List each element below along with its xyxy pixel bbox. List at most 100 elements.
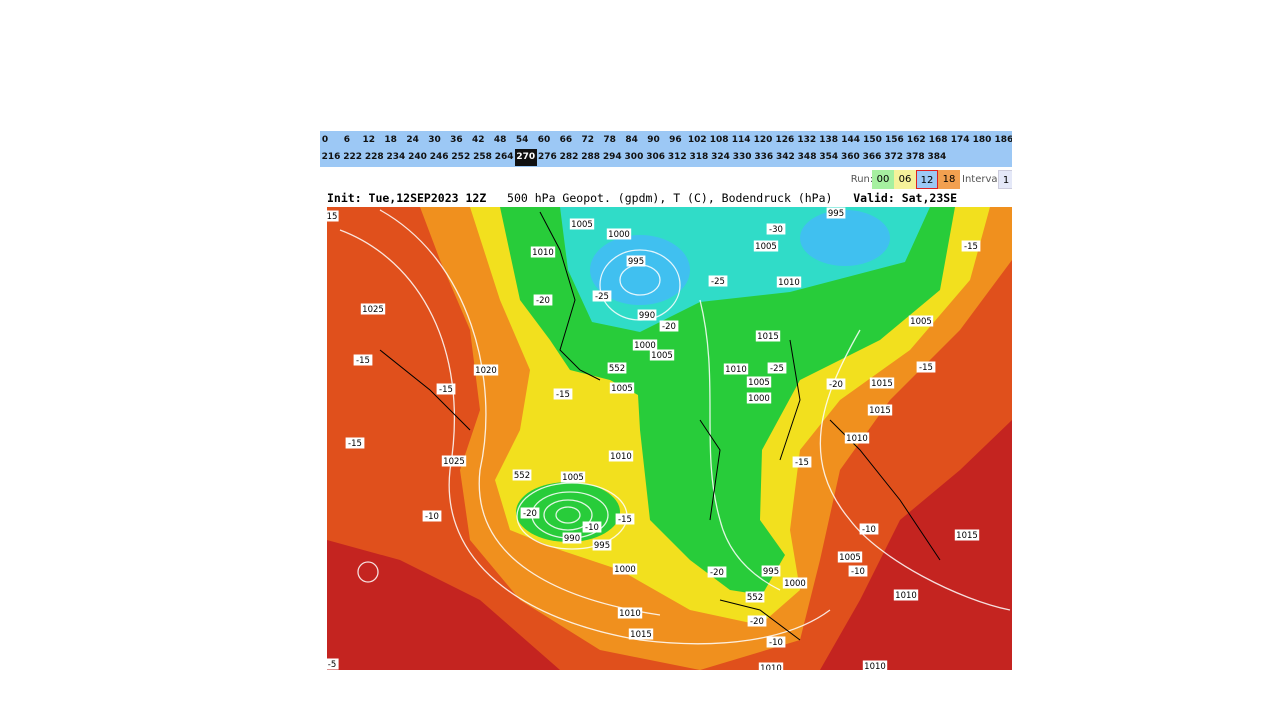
hour-link[interactable]: 384 <box>927 152 947 162</box>
label-box <box>533 294 553 306</box>
hour-link[interactable]: 120 <box>753 135 773 145</box>
hour-link[interactable]: 186 <box>994 135 1012 145</box>
hour-link[interactable]: 246 <box>429 152 449 162</box>
contour-label: 1000 <box>614 565 636 575</box>
hour-link[interactable]: 132 <box>797 135 817 145</box>
hour-link[interactable]: 378 <box>905 152 925 162</box>
hour-link[interactable]: 174 <box>950 135 970 145</box>
contour-label: 1005 <box>562 473 584 483</box>
hour-link[interactable]: 234 <box>386 152 406 162</box>
hour-link[interactable]: 360 <box>840 152 860 162</box>
run-button[interactable]: 18 <box>938 170 960 189</box>
contour-label: 1005 <box>748 378 770 388</box>
contour-label: 1000 <box>784 579 806 589</box>
hour-link[interactable]: 282 <box>559 152 579 162</box>
hour-link[interactable]: 216 <box>321 152 341 162</box>
hour-link[interactable]: 36 <box>450 135 463 145</box>
label-box <box>327 210 339 222</box>
hour-link[interactable]: 30 <box>428 135 441 145</box>
run-button[interactable]: 00 <box>872 170 894 189</box>
hour-link[interactable]: 54 <box>515 135 529 145</box>
label-box <box>441 455 467 467</box>
zone-blue <box>590 235 690 305</box>
hour-link[interactable]: 60 <box>537 135 551 145</box>
label-box <box>753 240 779 252</box>
hour-link[interactable]: 150 <box>863 135 882 145</box>
hour-link[interactable]: 222 <box>343 152 363 162</box>
hour-link[interactable]: 144 <box>841 135 860 145</box>
label-box <box>859 523 879 535</box>
contour-label: -10 <box>769 638 783 648</box>
interval-label: Interval <box>962 174 1001 185</box>
contour-label: -25 <box>595 292 609 302</box>
contour-label: 995 <box>763 567 779 577</box>
hour-link[interactable]: 342 <box>776 152 795 162</box>
hour-link[interactable]: 168 <box>928 135 948 145</box>
hour-link[interactable]: 366 <box>862 152 882 162</box>
hour-link[interactable]: 72 <box>581 135 595 145</box>
hour-link[interactable]: 78 <box>603 135 616 145</box>
hour-link[interactable]: 300 <box>624 152 644 162</box>
hour-link[interactable]: 66 <box>559 135 573 145</box>
hour-link[interactable]: 252 <box>451 152 471 162</box>
hour-link[interactable]: 348 <box>797 152 817 162</box>
hour-link[interactable]: 312 <box>667 152 687 162</box>
hour-link[interactable]: 0 <box>321 135 329 145</box>
hour-link[interactable]: 288 <box>581 152 601 162</box>
hour-link[interactable]: 306 <box>646 152 665 162</box>
label-box <box>582 521 602 533</box>
hour-link[interactable]: 270 <box>514 149 537 166</box>
label-box <box>747 615 767 627</box>
hour-link[interactable]: 324 <box>711 152 730 162</box>
hour-link[interactable]: 336 <box>754 152 774 162</box>
label-box <box>606 228 632 240</box>
hour-link[interactable]: 330 <box>732 152 752 162</box>
contour-label: 1010 <box>760 664 782 670</box>
hour-link[interactable]: 294 <box>602 152 622 162</box>
label-box <box>776 276 802 288</box>
contour-label: -15 <box>919 363 933 373</box>
interval-input[interactable]: 1 <box>998 170 1012 189</box>
label-box <box>512 469 532 481</box>
label-box <box>520 507 540 519</box>
hour-link[interactable]: 96 <box>669 135 682 145</box>
valid-text: Valid: Sat,23SE <box>853 191 958 205</box>
label-box <box>562 532 582 544</box>
hour-link[interactable]: 240 <box>408 152 427 162</box>
label-box <box>637 309 657 321</box>
hour-link[interactable]: 18 <box>384 135 397 145</box>
hour-link[interactable]: 228 <box>364 152 384 162</box>
hour-link[interactable]: 6 <box>343 135 351 145</box>
hour-link[interactable]: 114 <box>731 135 751 145</box>
hour-link[interactable]: 108 <box>709 135 729 145</box>
label-box <box>766 636 786 648</box>
hour-link[interactable]: 156 <box>884 135 904 145</box>
label-box <box>659 320 679 332</box>
run-button[interactable]: 12 <box>916 170 938 189</box>
hour-link[interactable]: 84 <box>625 135 638 145</box>
hour-link[interactable]: 180 <box>972 135 992 145</box>
label-box <box>560 471 586 483</box>
hour-link[interactable]: 102 <box>687 135 707 145</box>
label-box <box>615 513 635 525</box>
label-box <box>327 658 339 670</box>
hour-link[interactable]: 162 <box>906 135 926 145</box>
label-box <box>782 577 808 589</box>
hour-link[interactable]: 138 <box>819 135 839 145</box>
run-button[interactable]: 06 <box>894 170 916 189</box>
label-box <box>628 628 654 640</box>
hour-link[interactable]: 90 <box>647 135 660 145</box>
hour-link[interactable]: 258 <box>473 152 492 162</box>
hour-link[interactable]: 126 <box>775 135 795 145</box>
hour-link[interactable]: 24 <box>406 135 419 145</box>
hour-link[interactable]: 372 <box>884 152 904 162</box>
hour-link[interactable]: 276 <box>537 152 557 162</box>
hour-link[interactable]: 42 <box>472 135 485 145</box>
hour-link[interactable]: 48 <box>493 135 507 145</box>
contour-label: 1005 <box>571 220 593 230</box>
hour-link[interactable]: 12 <box>362 135 376 145</box>
contour-label: 995 <box>828 209 844 219</box>
hour-link[interactable]: 264 <box>494 152 514 162</box>
hour-link[interactable]: 318 <box>689 152 709 162</box>
hour-link[interactable]: 354 <box>819 152 839 162</box>
